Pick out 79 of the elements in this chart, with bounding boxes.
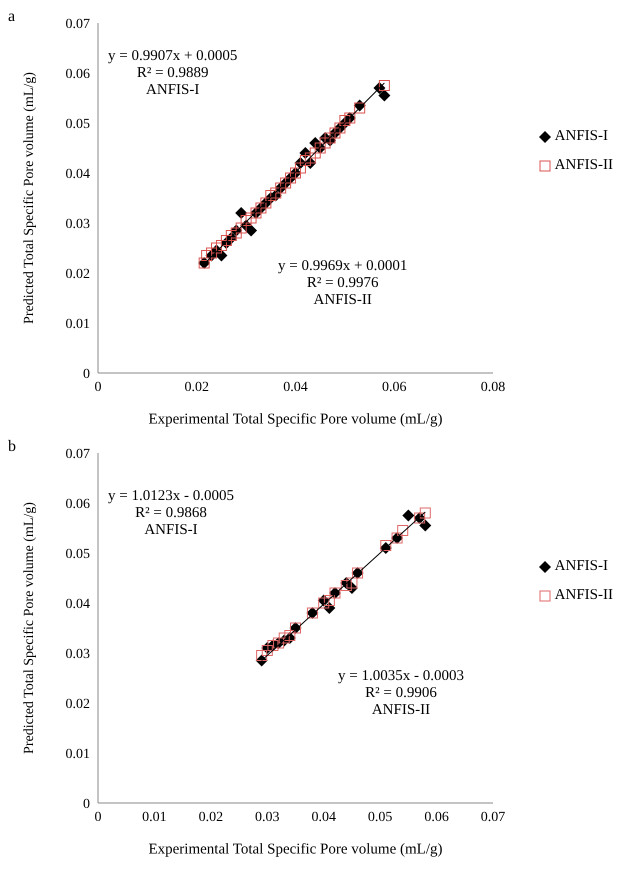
- x-tick-label: 0: [94, 380, 102, 395]
- y-tick-label: 0.05: [66, 546, 90, 562]
- y-tick-label: 0.04: [66, 596, 90, 612]
- point: [320, 138, 331, 148]
- point: [240, 215, 252, 226]
- x-axis-title: Experimental Total Specific Pore volume (mL/g): [148, 842, 443, 858]
- x-tick-label: 0.06: [382, 380, 406, 395]
- point: [310, 148, 321, 158]
- annotation: y = 1.0123x - 0.0005 R² = 0.9868 ANFIS-I: [108, 488, 234, 539]
- point: [380, 540, 392, 551]
- point: [354, 102, 366, 114]
- point: [324, 132, 336, 144]
- point: [216, 240, 227, 251]
- y-tick-label: 0.01: [66, 746, 90, 762]
- point: [346, 578, 358, 588]
- y-tick-label: 0: [83, 796, 90, 812]
- x-tick-label: 0: [94, 810, 102, 825]
- point: [300, 155, 311, 166]
- point: [339, 115, 350, 126]
- point: [420, 508, 431, 518]
- point: [211, 242, 222, 254]
- x-tick-label: 0.08: [480, 380, 506, 395]
- y-tick-label: 0.06: [66, 66, 90, 82]
- y-tick-label: 0.05: [66, 116, 90, 132]
- point: [378, 80, 390, 91]
- point: [284, 630, 296, 641]
- x-tick-label: 0.04: [283, 380, 308, 395]
- x-tick-label: 0.06: [424, 810, 449, 825]
- y-tick-label: 0.03: [66, 216, 90, 232]
- point: [378, 90, 390, 102]
- point: [206, 248, 218, 258]
- point: [256, 650, 268, 661]
- y-tick-label: 0.01: [66, 316, 90, 332]
- annotation: y = 1.0035x - 0.0003 R² = 0.9906 ANFIS-II: [338, 668, 464, 719]
- point: [201, 250, 212, 261]
- point: [419, 520, 432, 532]
- annotation: y = 0.9907x + 0.0005 R² = 0.9889 ANFIS-I: [108, 48, 238, 99]
- point: [397, 525, 408, 536]
- x-tick-label: 0.01: [142, 810, 167, 825]
- legend-label: ANFIS-I: [554, 128, 608, 145]
- x-tick-label: 0.02: [184, 380, 209, 395]
- point: [230, 228, 242, 238]
- x-tick-label: 0.05: [368, 810, 392, 825]
- y-tick-label: 0.07: [66, 446, 90, 462]
- point: [236, 222, 247, 234]
- x-tick-label: 0.03: [255, 810, 280, 825]
- point: [402, 510, 414, 522]
- point: [265, 190, 276, 201]
- point: [245, 224, 258, 236]
- y-axis-title: Predicted Total Specific Pore volume (mL/g): [22, 72, 37, 324]
- point: [226, 230, 237, 241]
- chart-title: a: [8, 8, 16, 26]
- point: [262, 645, 273, 656]
- chart-title: b: [8, 438, 16, 456]
- point: [246, 212, 257, 224]
- y-tick-label: 0.07: [66, 16, 90, 32]
- point: [318, 598, 330, 608]
- y-tick-label: 0: [83, 366, 90, 382]
- point: [324, 595, 335, 606]
- x-axis-title: Experimental Total Specific Pore volume (mL/g): [148, 412, 443, 428]
- y-tick-label: 0.02: [66, 266, 90, 282]
- y-axis-title: Predicted Total Specific Pore volume (mL/g): [22, 502, 37, 754]
- point: [340, 580, 352, 591]
- x-tick-label: 0.02: [198, 810, 224, 825]
- annotation: y = 0.9969x + 0.0001 R² = 0.9976 ANFIS-II: [278, 258, 408, 309]
- point: [304, 152, 316, 164]
- x-tick-label: 0.07: [480, 810, 506, 825]
- y-tick-label: 0.02: [66, 696, 90, 712]
- point: [278, 632, 290, 644]
- y-tick-label: 0.03: [66, 646, 90, 662]
- legend-label: ANFIS-II: [554, 587, 613, 604]
- y-tick-label: 0.06: [66, 496, 90, 512]
- point: [294, 162, 306, 174]
- legend-label: ANFIS-I: [554, 558, 608, 575]
- point: [220, 235, 232, 246]
- point: [270, 188, 282, 198]
- x-tick-label: 0.04: [311, 810, 336, 825]
- legend-label: ANFIS-II: [554, 157, 613, 174]
- y-tick-label: 0.04: [66, 166, 90, 182]
